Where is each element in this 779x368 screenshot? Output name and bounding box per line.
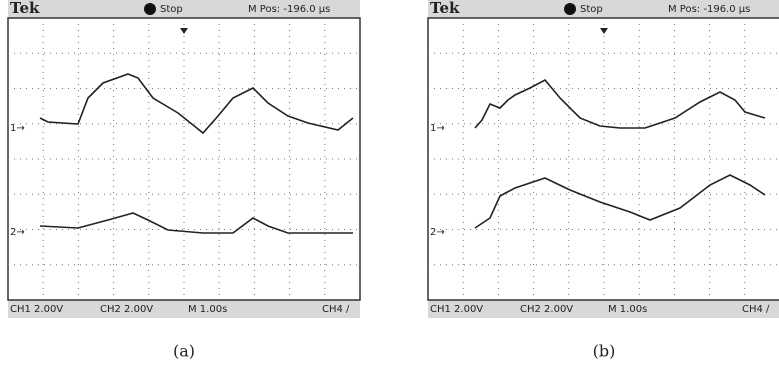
marker: 1→ xyxy=(10,123,25,134)
ch4: CH4 ∕ xyxy=(742,304,770,315)
figure: Tek Stop M Pos: -196.0 µs CH1 2.00V CH2 2.00… xyxy=(0,0,779,368)
ch2: CH2 2.00V xyxy=(520,304,573,315)
scope-panel: Tek Stop M Pos: -196.0 µs CH1 2.00V CH2 2.00… xyxy=(428,0,779,361)
position: M Pos: -196.0 µs xyxy=(248,4,330,15)
status: Stop xyxy=(160,4,183,15)
brand: Tek xyxy=(430,0,460,17)
status-dot xyxy=(144,3,156,15)
timebase: M 1.00s xyxy=(608,304,647,315)
marker: 2→ xyxy=(430,227,445,238)
ch1: CH1 2.00V xyxy=(430,304,483,315)
scope-panel: Tek Stop M Pos: -196.0 µs CH1 2.00V CH2 2.00… xyxy=(8,0,360,361)
brand: Tek xyxy=(10,0,40,17)
marker: 2→ xyxy=(10,227,25,238)
ch2: CH2 2.00V xyxy=(100,304,153,315)
status: Stop xyxy=(580,4,603,15)
caption: (a) xyxy=(173,342,195,361)
ch1: CH1 2.00V xyxy=(10,304,63,315)
status-dot xyxy=(564,3,576,15)
position: M Pos: -196.0 µs xyxy=(668,4,750,15)
ch4: CH4 ∕ xyxy=(322,304,350,315)
marker: 1→ xyxy=(430,123,445,134)
timebase: M 1.00s xyxy=(188,304,227,315)
caption: (b) xyxy=(593,342,616,361)
